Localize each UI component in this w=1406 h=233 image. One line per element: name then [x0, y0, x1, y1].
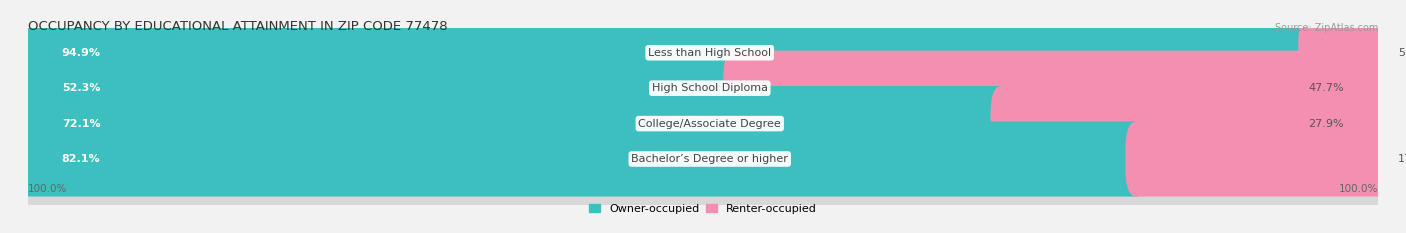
Text: OCCUPANCY BY EDUCATIONAL ATTAINMENT IN ZIP CODE 77478: OCCUPANCY BY EDUCATIONAL ATTAINMENT IN Z…: [28, 20, 447, 33]
Text: High School Diploma: High School Diploma: [652, 83, 768, 93]
Text: 27.9%: 27.9%: [1309, 119, 1344, 129]
Text: 82.1%: 82.1%: [62, 154, 100, 164]
FancyBboxPatch shape: [17, 15, 1320, 90]
FancyBboxPatch shape: [17, 86, 1012, 161]
FancyBboxPatch shape: [11, 68, 1395, 179]
Text: 100.0%: 100.0%: [28, 184, 67, 194]
Text: 100.0%: 100.0%: [1339, 184, 1378, 194]
FancyBboxPatch shape: [1125, 121, 1389, 197]
FancyBboxPatch shape: [11, 103, 1395, 215]
FancyBboxPatch shape: [11, 32, 1395, 144]
Text: Less than High School: Less than High School: [648, 48, 772, 58]
Text: College/Associate Degree: College/Associate Degree: [638, 119, 782, 129]
FancyBboxPatch shape: [990, 86, 1389, 161]
Text: 94.9%: 94.9%: [62, 48, 101, 58]
FancyBboxPatch shape: [1298, 15, 1389, 90]
FancyBboxPatch shape: [17, 51, 745, 126]
FancyBboxPatch shape: [723, 51, 1389, 126]
FancyBboxPatch shape: [11, 0, 1395, 109]
Text: 47.7%: 47.7%: [1309, 83, 1344, 93]
Legend: Owner-occupied, Renter-occupied: Owner-occupied, Renter-occupied: [589, 204, 817, 214]
Text: 5.1%: 5.1%: [1398, 48, 1406, 58]
Text: Source: ZipAtlas.com: Source: ZipAtlas.com: [1274, 23, 1378, 33]
Text: 17.9%: 17.9%: [1398, 154, 1406, 164]
Text: 52.3%: 52.3%: [62, 83, 100, 93]
Text: Bachelor’s Degree or higher: Bachelor’s Degree or higher: [631, 154, 789, 164]
Text: 72.1%: 72.1%: [62, 119, 100, 129]
FancyBboxPatch shape: [17, 121, 1147, 197]
